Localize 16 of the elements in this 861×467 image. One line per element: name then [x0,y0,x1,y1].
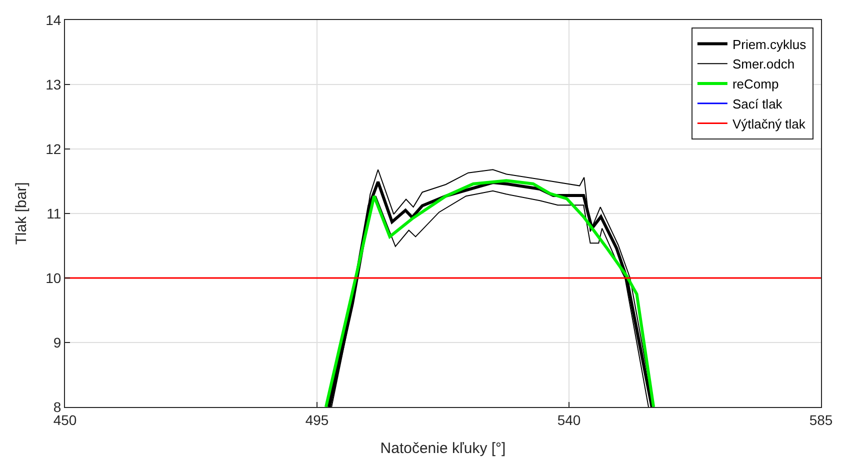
y-tick-label: 10 [46,270,62,286]
y-tick-label: 9 [53,334,62,350]
y-tick-label: 14 [46,12,62,28]
y-tick-label: 12 [46,140,62,157]
x-tick-label: 585 [809,412,833,428]
x-axis-title: Natočenie kľuky [°] [380,440,506,457]
legend-label: Priem.cyklus [732,36,807,52]
x-tick-label: 495 [305,412,329,428]
legend-label: Výtlačný tlak [732,116,806,132]
y-tick-label: 11 [46,205,62,222]
x-tick-label: 540 [557,412,581,428]
y-axis-title: Tlak [bar] [12,182,30,245]
y-tick-label: 13 [46,76,62,92]
legend-label: Sací tlak [732,96,783,112]
legend-label: Smer.odch [732,56,795,72]
legend-label: reComp [732,76,779,92]
